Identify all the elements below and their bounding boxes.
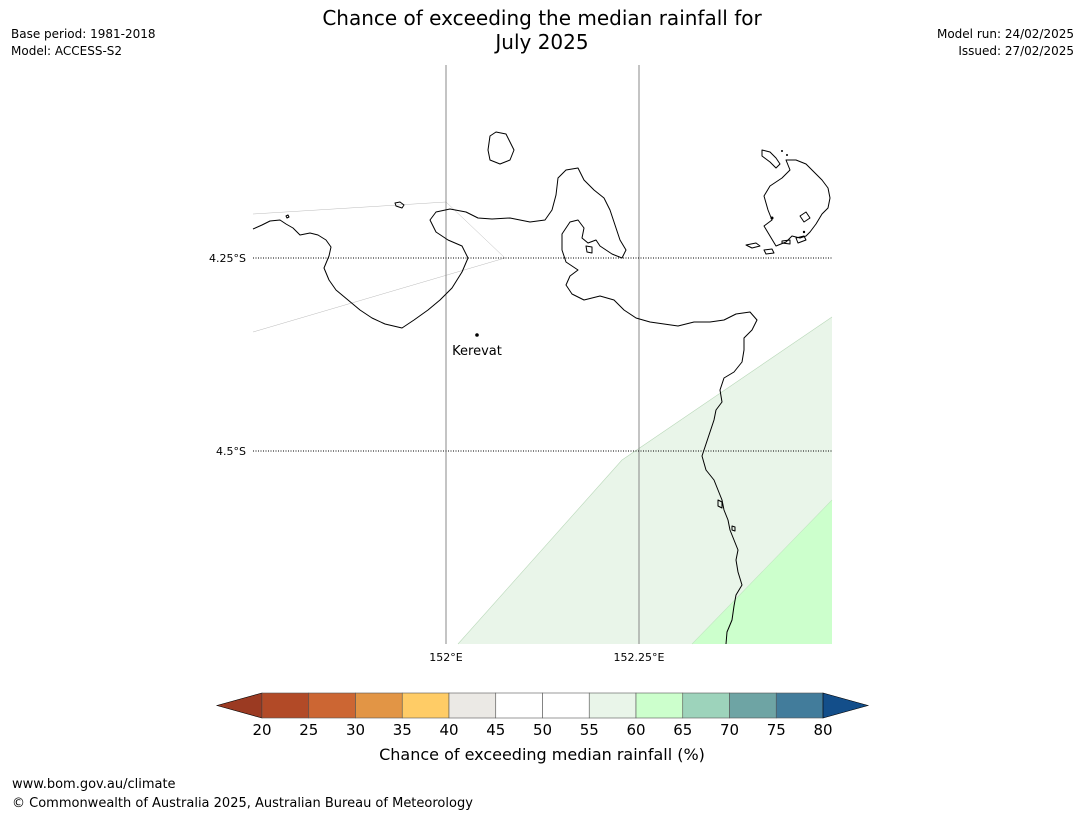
colorbar-over-arrow — [822, 692, 870, 719]
colorbar-tick-label: 70 — [720, 721, 739, 739]
colorbar-cell — [682, 692, 730, 719]
lon-label-152-25: 152.25°E — [614, 651, 665, 664]
colorbar-tick-label: 25 — [299, 721, 318, 739]
islet — [770, 216, 774, 220]
faint-lines — [252, 201, 506, 333]
islet — [781, 150, 783, 152]
band-edge — [691, 499, 833, 645]
model-run-text: Model run: 24/02/2025 — [936, 27, 1074, 41]
colorbar-tick-label: 45 — [486, 721, 505, 739]
colorbar-cell — [635, 692, 684, 719]
colorbar-cell — [308, 692, 356, 719]
lon-label-152: 152°E — [429, 651, 462, 664]
colorbar-cell — [729, 692, 777, 719]
footer-url: www.bom.gov.au/climate — [12, 777, 176, 792]
graticule — [253, 65, 832, 644]
lat-label-4-5: 4.5°S — [216, 445, 246, 458]
colorbar-tick-label: 20 — [252, 721, 271, 739]
coastline — [252, 131, 831, 645]
colorbar-tick-label: 80 — [813, 721, 832, 739]
colorbar-tick-label: 35 — [393, 721, 412, 739]
band-edge — [457, 316, 833, 645]
base-period-text: Base period: 1981-2018 — [11, 27, 156, 41]
kerevat-marker — [475, 333, 479, 337]
title-line-1: Chance of exceeding the median rainfall … — [322, 6, 762, 30]
issued-text: Issued: 27/02/2025 — [958, 44, 1074, 58]
islet — [802, 230, 806, 234]
colorbar-tick-label: 55 — [580, 721, 599, 739]
colorbar-tick-label: 40 — [439, 721, 458, 739]
colorbar-label: Chance of exceeding median rainfall (%) — [379, 745, 705, 764]
islet — [786, 154, 788, 156]
colorbar-cell — [448, 692, 497, 719]
colorbar-tick-label: 75 — [767, 721, 786, 739]
meta-right: Model run: 24/02/2025 Issued: 27/02/2025 — [937, 26, 1074, 60]
colorbar-tick-label: 50 — [533, 721, 552, 739]
band-55-60 — [458, 317, 832, 644]
colorbar-under-arrow — [215, 692, 263, 719]
colorbar-cell — [775, 692, 824, 719]
footer-copyright: © Commonwealth of Australia 2025, Austra… — [12, 796, 473, 811]
footer: www.bom.gov.au/climate © Commonwealth of… — [12, 775, 473, 813]
colorbar-cell — [261, 692, 310, 719]
model-text: Model: ACCESS-S2 — [11, 44, 123, 58]
colorbar-cell — [401, 692, 450, 719]
title-line-2: July 2025 — [495, 30, 589, 54]
colorbar-tick-label: 60 — [626, 721, 645, 739]
lat-label-4-25: 4.25°S — [209, 252, 246, 265]
kerevat-label: Kerevat — [452, 344, 502, 359]
colorbar-cell — [495, 692, 543, 719]
colorbar-cell — [355, 692, 403, 719]
colorbar-cell — [542, 692, 590, 719]
colorbar-tick-label: 30 — [346, 721, 365, 739]
page-title: Chance of exceeding the median rainfall … — [200, 6, 884, 54]
meta-left: Base period: 1981-2018 Model: ACCESS-S2 — [11, 26, 156, 60]
colorbar-cell — [588, 692, 637, 719]
colorbar-tick-label: 65 — [673, 721, 692, 739]
colorbar: 20 25 30 35 40 45 50 55 60 65 70 75 80 — [215, 692, 870, 739]
